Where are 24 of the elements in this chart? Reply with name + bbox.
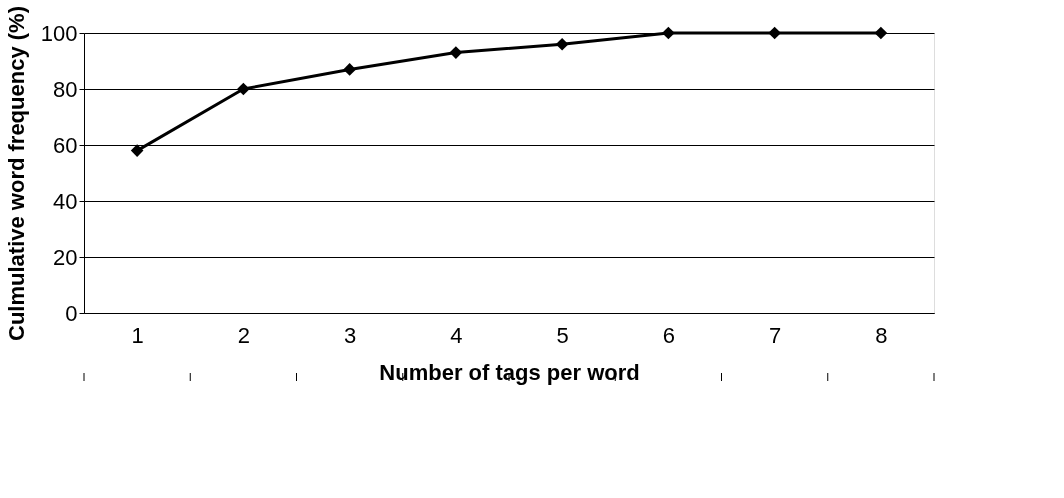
- x-tick-label: 8: [875, 322, 888, 348]
- y-tick-label: 0: [65, 300, 78, 326]
- x-tick-label: 4: [450, 322, 463, 348]
- y-tick-label: 80: [53, 76, 78, 102]
- point: [237, 82, 250, 96]
- point: [768, 26, 781, 40]
- point: [130, 144, 144, 157]
- x-tick-label: 3: [344, 322, 357, 348]
- y-tick-label: 40: [53, 188, 78, 214]
- x-axis-title: Number of tags per word: [379, 359, 640, 385]
- point: [449, 46, 463, 59]
- y-axis-title: Culmulative word frequency (%): [3, 6, 29, 341]
- x-tick-label: 1: [131, 322, 144, 348]
- x-tick-label: 2: [237, 322, 250, 348]
- y-tick-label: 100: [40, 20, 78, 46]
- x-tick-label: 7: [769, 322, 782, 348]
- point: [662, 26, 675, 40]
- point: [874, 26, 888, 40]
- point: [343, 63, 356, 76]
- y-tick-label: 20: [53, 244, 78, 270]
- x-tick-label: 6: [662, 322, 675, 348]
- y-tick-label: 60: [53, 132, 78, 158]
- point: [555, 37, 569, 51]
- x-tick-label: 5: [556, 322, 569, 348]
